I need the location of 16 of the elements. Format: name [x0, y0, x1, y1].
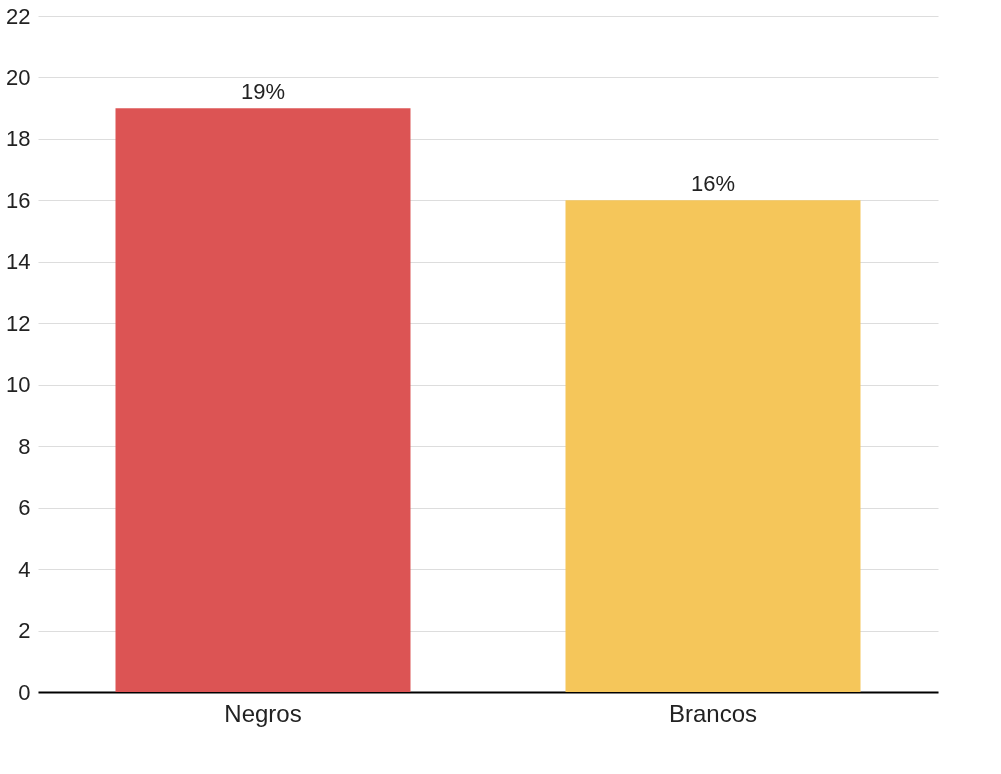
- y-tick-label: 22: [6, 3, 31, 29]
- y-tick-label: 6: [18, 495, 31, 521]
- data-label: 16%: [690, 171, 736, 197]
- x-tick-label: Brancos: [668, 699, 758, 727]
- y-tick-label: 20: [6, 64, 31, 90]
- y-tick-label: 12: [6, 310, 31, 336]
- y-tick-label: 14: [6, 249, 31, 275]
- y-tick-label: 0: [18, 679, 31, 705]
- x-tick-label: Negros: [224, 699, 302, 727]
- y-tick-label: 18: [6, 126, 31, 152]
- y-tick-label: 10: [6, 372, 31, 398]
- y-tick-label: 2: [18, 618, 31, 644]
- y-tick-label: 4: [18, 556, 31, 582]
- y-tick-label: 16: [6, 187, 31, 213]
- data-label: 19%: [240, 79, 286, 105]
- y-tick-label: 8: [18, 433, 31, 459]
